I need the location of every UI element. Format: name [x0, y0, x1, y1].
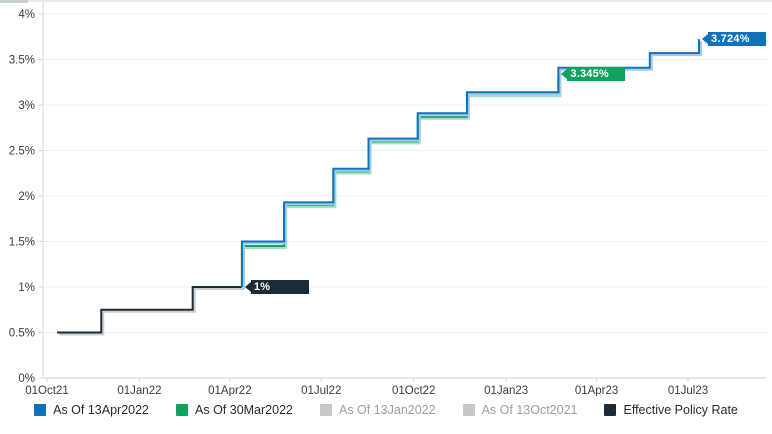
legend-swatch-icon [34, 404, 47, 416]
panel-top-border [0, 0, 772, 2]
x-axis-labels: 01Oct21 01Jan22 01Apr22 01Jul22 01Oct22 01Jan… [25, 385, 708, 396]
svg-text:01Jan23: 01Jan23 [484, 385, 528, 396]
y-axis-labels: 0% 0.5% 1% 1.5% 2% 2.5% 3% 3.5% 4% [9, 9, 35, 385]
svg-text:01Jan22: 01Jan22 [117, 385, 161, 396]
legend-label: Effective Policy Rate [623, 403, 738, 417]
series-shadow-2 [242, 41, 703, 289]
svg-text:3%: 3% [18, 100, 35, 112]
svg-text:1.5%: 1.5% [9, 237, 35, 249]
series-shadow-0 [59, 288, 244, 336]
gridlines [43, 13, 766, 333]
svg-text:01Jul22: 01Jul22 [301, 385, 341, 396]
panel-top-border-cap [0, 0, 28, 3]
svg-text:2.5%: 2.5% [9, 146, 35, 158]
series-line-2 [240, 39, 701, 287]
chart-legend: As Of 13Apr2022 As Of 30Mar2022 As Of 13Ja… [0, 402, 772, 418]
legend-label: As Of 13Apr2022 [53, 403, 150, 417]
legend-swatch-icon [176, 404, 189, 416]
legend-item-as-of-30mar2022[interactable]: As Of 30Mar2022 [176, 402, 293, 418]
svg-text:01Oct22: 01Oct22 [392, 385, 435, 396]
series-lines [57, 39, 703, 336]
legend-item-as-of-13oct2021[interactable]: As Of 13Oct2021 [462, 402, 578, 418]
svg-text:0.5%: 0.5% [9, 328, 35, 340]
legend-swatch-icon [604, 404, 617, 416]
svg-text:4%: 4% [18, 9, 35, 21]
legend-item-as-of-13jan2022[interactable]: As Of 13Jan2022 [319, 402, 436, 418]
svg-text:01Apr23: 01Apr23 [575, 385, 618, 396]
legend-label: As Of 13Jan2022 [338, 403, 436, 417]
svg-text:01Oct21: 01Oct21 [25, 385, 68, 396]
legend-swatch-icon [319, 404, 332, 416]
legend-label: As Of 30Mar2022 [195, 403, 293, 417]
legend-label: As Of 13Oct2021 [481, 403, 578, 417]
legend-item-as-of-13apr2022[interactable]: As Of 13Apr2022 [34, 402, 149, 418]
svg-text:01Jul23: 01Jul23 [668, 385, 708, 396]
svg-text:1%: 1% [18, 282, 35, 294]
series-shadow-1 [242, 75, 562, 289]
svg-text:0%: 0% [18, 373, 35, 385]
legend-item-effective-policy-rate[interactable]: Effective Policy Rate [604, 402, 738, 418]
svg-text:01Apr22: 01Apr22 [208, 385, 251, 396]
policy-rate-step-chart: 0% 0.5% 1% 1.5% 2% 2.5% 3% 3.5% 4% 01Oct21 01Jan2… [9, 2, 766, 396]
legend-swatch-icon [462, 404, 475, 416]
series-line-1 [240, 73, 560, 287]
series-line-0 [57, 286, 242, 334]
svg-text:2%: 2% [18, 191, 35, 203]
chart-area: 0% 0.5% 1% 1.5% 2% 2.5% 3% 3.5% 4% 01Oct21 01Jan2… [9, 2, 767, 396]
svg-text:3.5%: 3.5% [9, 55, 35, 67]
axes-and-ticks [39, 2, 766, 382]
